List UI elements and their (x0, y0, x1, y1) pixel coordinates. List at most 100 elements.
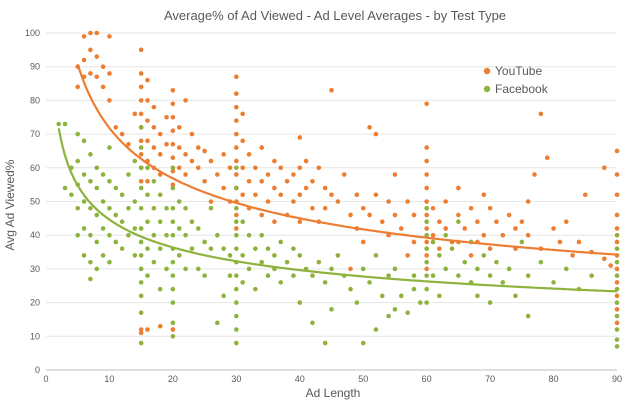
data-point (170, 141, 176, 147)
data-point (183, 152, 188, 157)
data-point (170, 300, 176, 305)
data-point (138, 226, 144, 231)
data-point (462, 259, 468, 265)
data-point (215, 172, 220, 177)
data-point (107, 205, 112, 211)
data-point (81, 253, 87, 258)
data-point (614, 293, 620, 299)
data-point (113, 212, 119, 218)
y-axis-title: Avg Ad Viewed% (3, 159, 17, 250)
y-tick-label: 20 (30, 298, 40, 308)
data-point (614, 246, 620, 251)
data-point (475, 293, 480, 299)
data-point (456, 185, 461, 191)
data-point (202, 148, 207, 154)
data-point (145, 138, 150, 144)
data-point (138, 152, 144, 157)
data-point (278, 192, 284, 198)
data-point (88, 30, 93, 36)
data-point (138, 47, 144, 53)
data-point (138, 205, 144, 211)
data-point (360, 340, 366, 346)
data-point (614, 344, 620, 349)
data-point (456, 212, 461, 218)
data-point (100, 172, 106, 177)
data-point (487, 300, 493, 305)
data-point (456, 219, 461, 225)
data-point (500, 232, 506, 238)
data-point (170, 273, 176, 278)
data-point (481, 192, 487, 198)
data-point (570, 253, 575, 258)
data-point (424, 172, 429, 177)
data-point (582, 192, 588, 198)
data-point (113, 239, 119, 245)
data-point (272, 158, 277, 164)
data-point (424, 185, 429, 191)
data-point (487, 205, 493, 211)
data-point (145, 178, 150, 184)
data-point (240, 138, 245, 144)
data-point (75, 84, 81, 90)
data-point (303, 185, 309, 191)
data-point (265, 199, 271, 204)
data-point (494, 259, 499, 265)
data-point (481, 253, 487, 258)
data-point (151, 104, 157, 110)
data-point (119, 131, 125, 137)
data-point (322, 205, 328, 211)
data-point (240, 219, 245, 225)
x-tick-label: 0 (43, 374, 48, 384)
data-point (234, 273, 239, 278)
data-point (126, 205, 131, 211)
data-point (500, 280, 506, 285)
data-point (81, 57, 87, 63)
y-tick-label: 0 (35, 365, 40, 375)
data-point (443, 226, 449, 231)
data-point (126, 141, 131, 147)
data-point (202, 178, 207, 184)
data-point (424, 205, 429, 211)
trendline-facebook (57, 128, 618, 293)
data-point (170, 168, 176, 174)
data-point (424, 300, 429, 305)
data-point (348, 212, 353, 218)
data-point (227, 273, 233, 278)
data-point (614, 313, 620, 319)
data-point (176, 253, 182, 258)
data-point (62, 185, 68, 191)
data-point (614, 259, 620, 265)
data-point (221, 246, 226, 251)
data-point (246, 178, 252, 184)
data-point (608, 263, 613, 268)
data-point (88, 232, 93, 238)
data-point (405, 310, 410, 316)
data-point (392, 212, 398, 218)
data-point (367, 125, 372, 130)
data-point (145, 246, 150, 251)
data-point (164, 266, 169, 272)
data-point (614, 280, 620, 285)
data-point (138, 145, 144, 150)
x-tick-label: 40 (295, 374, 305, 384)
data-point (62, 121, 68, 127)
legend-marker-youtube (483, 67, 491, 75)
data-point (614, 232, 620, 238)
data-point (234, 74, 239, 80)
data-point (234, 131, 239, 137)
data-point (456, 273, 461, 278)
data-point (443, 232, 449, 238)
data-point (183, 172, 188, 177)
data-point (145, 77, 150, 83)
data-point (614, 307, 620, 312)
data-point (297, 165, 303, 171)
data-point (100, 199, 106, 204)
data-point (437, 219, 442, 225)
data-point (138, 330, 144, 336)
data-point (291, 172, 296, 177)
data-point (202, 239, 207, 245)
data-point (354, 300, 360, 305)
data-point (88, 71, 93, 76)
data-point (557, 239, 563, 245)
data-point (475, 219, 480, 225)
